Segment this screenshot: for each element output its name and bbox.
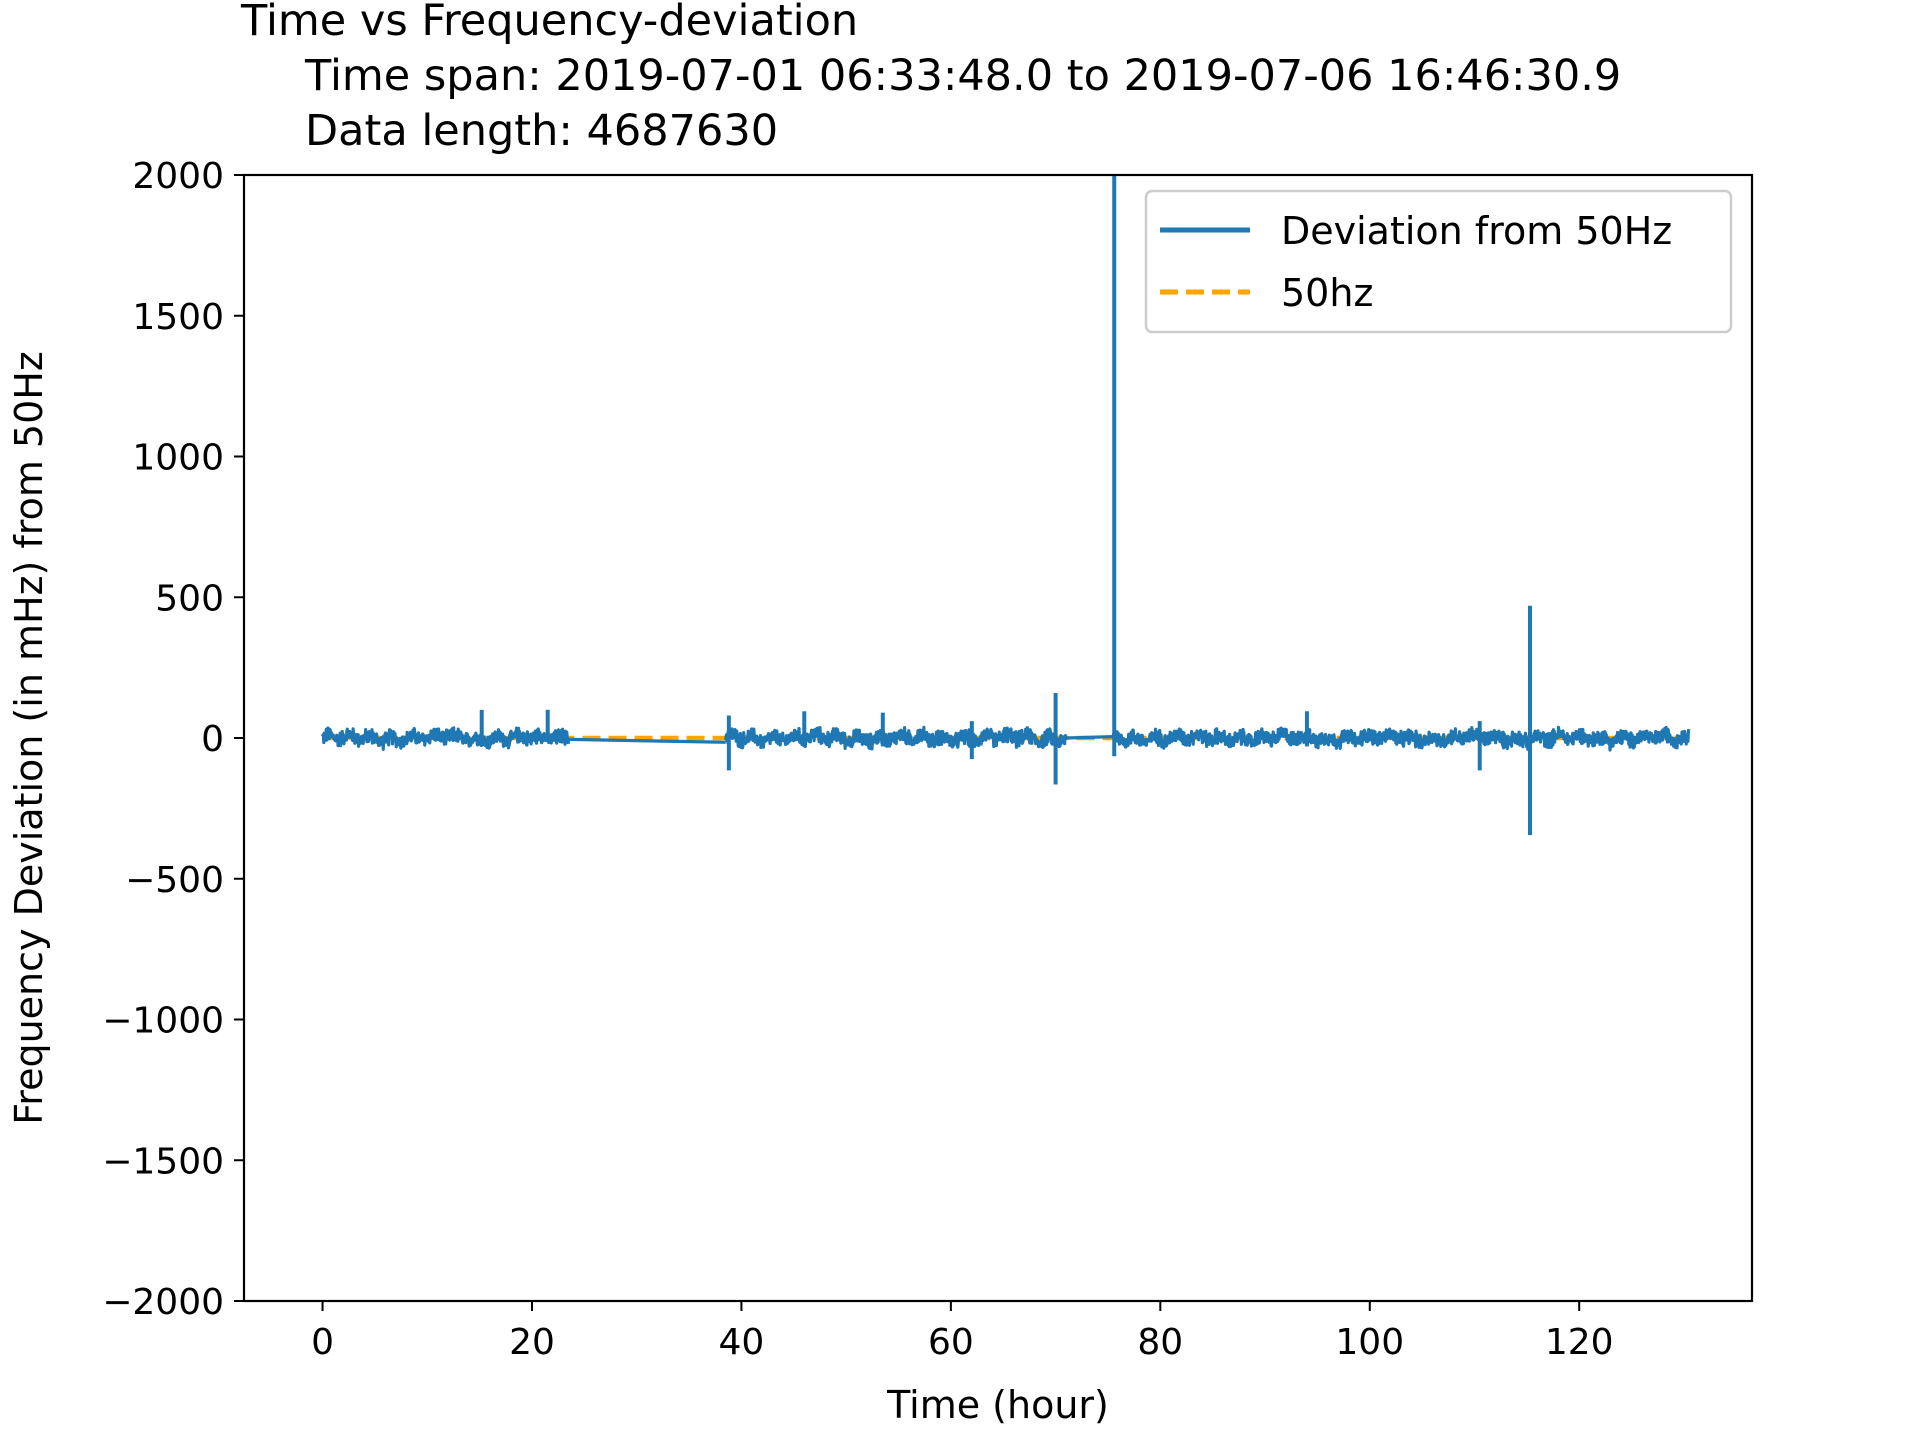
chart-title: Time vs Frequency-deviation	[240, 0, 858, 46]
x-tick-label: 100	[1335, 1322, 1404, 1363]
x-tick-label: 20	[509, 1322, 555, 1363]
legend-box	[1144, 189, 1733, 334]
series-deviation-segment	[724, 725, 1068, 751]
legend-label-deviation: Deviation from 50Hz	[1281, 209, 1672, 253]
ticks-layer: 0 20 40 60 80 100 120 2000 1500 1000 500 0 −500 −1000…	[102, 156, 1613, 1363]
y-tick-label: −1500	[102, 1141, 224, 1182]
chart-subtitle-line-1: Time span: 2019-07-01 06:33:48.0 to 2019…	[304, 51, 1621, 101]
y-tick-label: −2000	[102, 1282, 224, 1323]
y-tick-label: 0	[201, 719, 224, 760]
x-tick-label: 60	[928, 1322, 974, 1363]
x-axis-label: Time (hour)	[886, 1383, 1109, 1427]
chart-subtitle-line-2: Data length: 4687630	[305, 106, 778, 156]
y-tick-label: 1000	[132, 438, 224, 479]
x-tick-label: 80	[1137, 1322, 1183, 1363]
series-deviation-gap-line	[568, 737, 726, 744]
y-tick-label: 1500	[132, 297, 224, 338]
x-tick-label: 0	[311, 1322, 334, 1363]
y-tick-label: −1000	[102, 1001, 224, 1042]
legend-label-50hz: 50hz	[1281, 271, 1373, 315]
y-tick-label: 2000	[132, 156, 224, 197]
y-tick-label: −500	[125, 860, 224, 901]
y-axis-label: Frequency Deviation (in mHz) from 50Hz	[7, 351, 51, 1125]
series-deviation-gap-line	[1066, 734, 1114, 740]
series-deviation-segment	[321, 726, 571, 751]
series-deviation-segment	[1111, 725, 1691, 752]
x-tick-label: 120	[1545, 1322, 1614, 1363]
x-tick-label: 40	[719, 1322, 765, 1363]
series-layer	[321, 175, 1691, 836]
legend: Deviation from 50Hz 50hz	[1144, 189, 1733, 334]
y-tick-label: 500	[155, 578, 224, 619]
